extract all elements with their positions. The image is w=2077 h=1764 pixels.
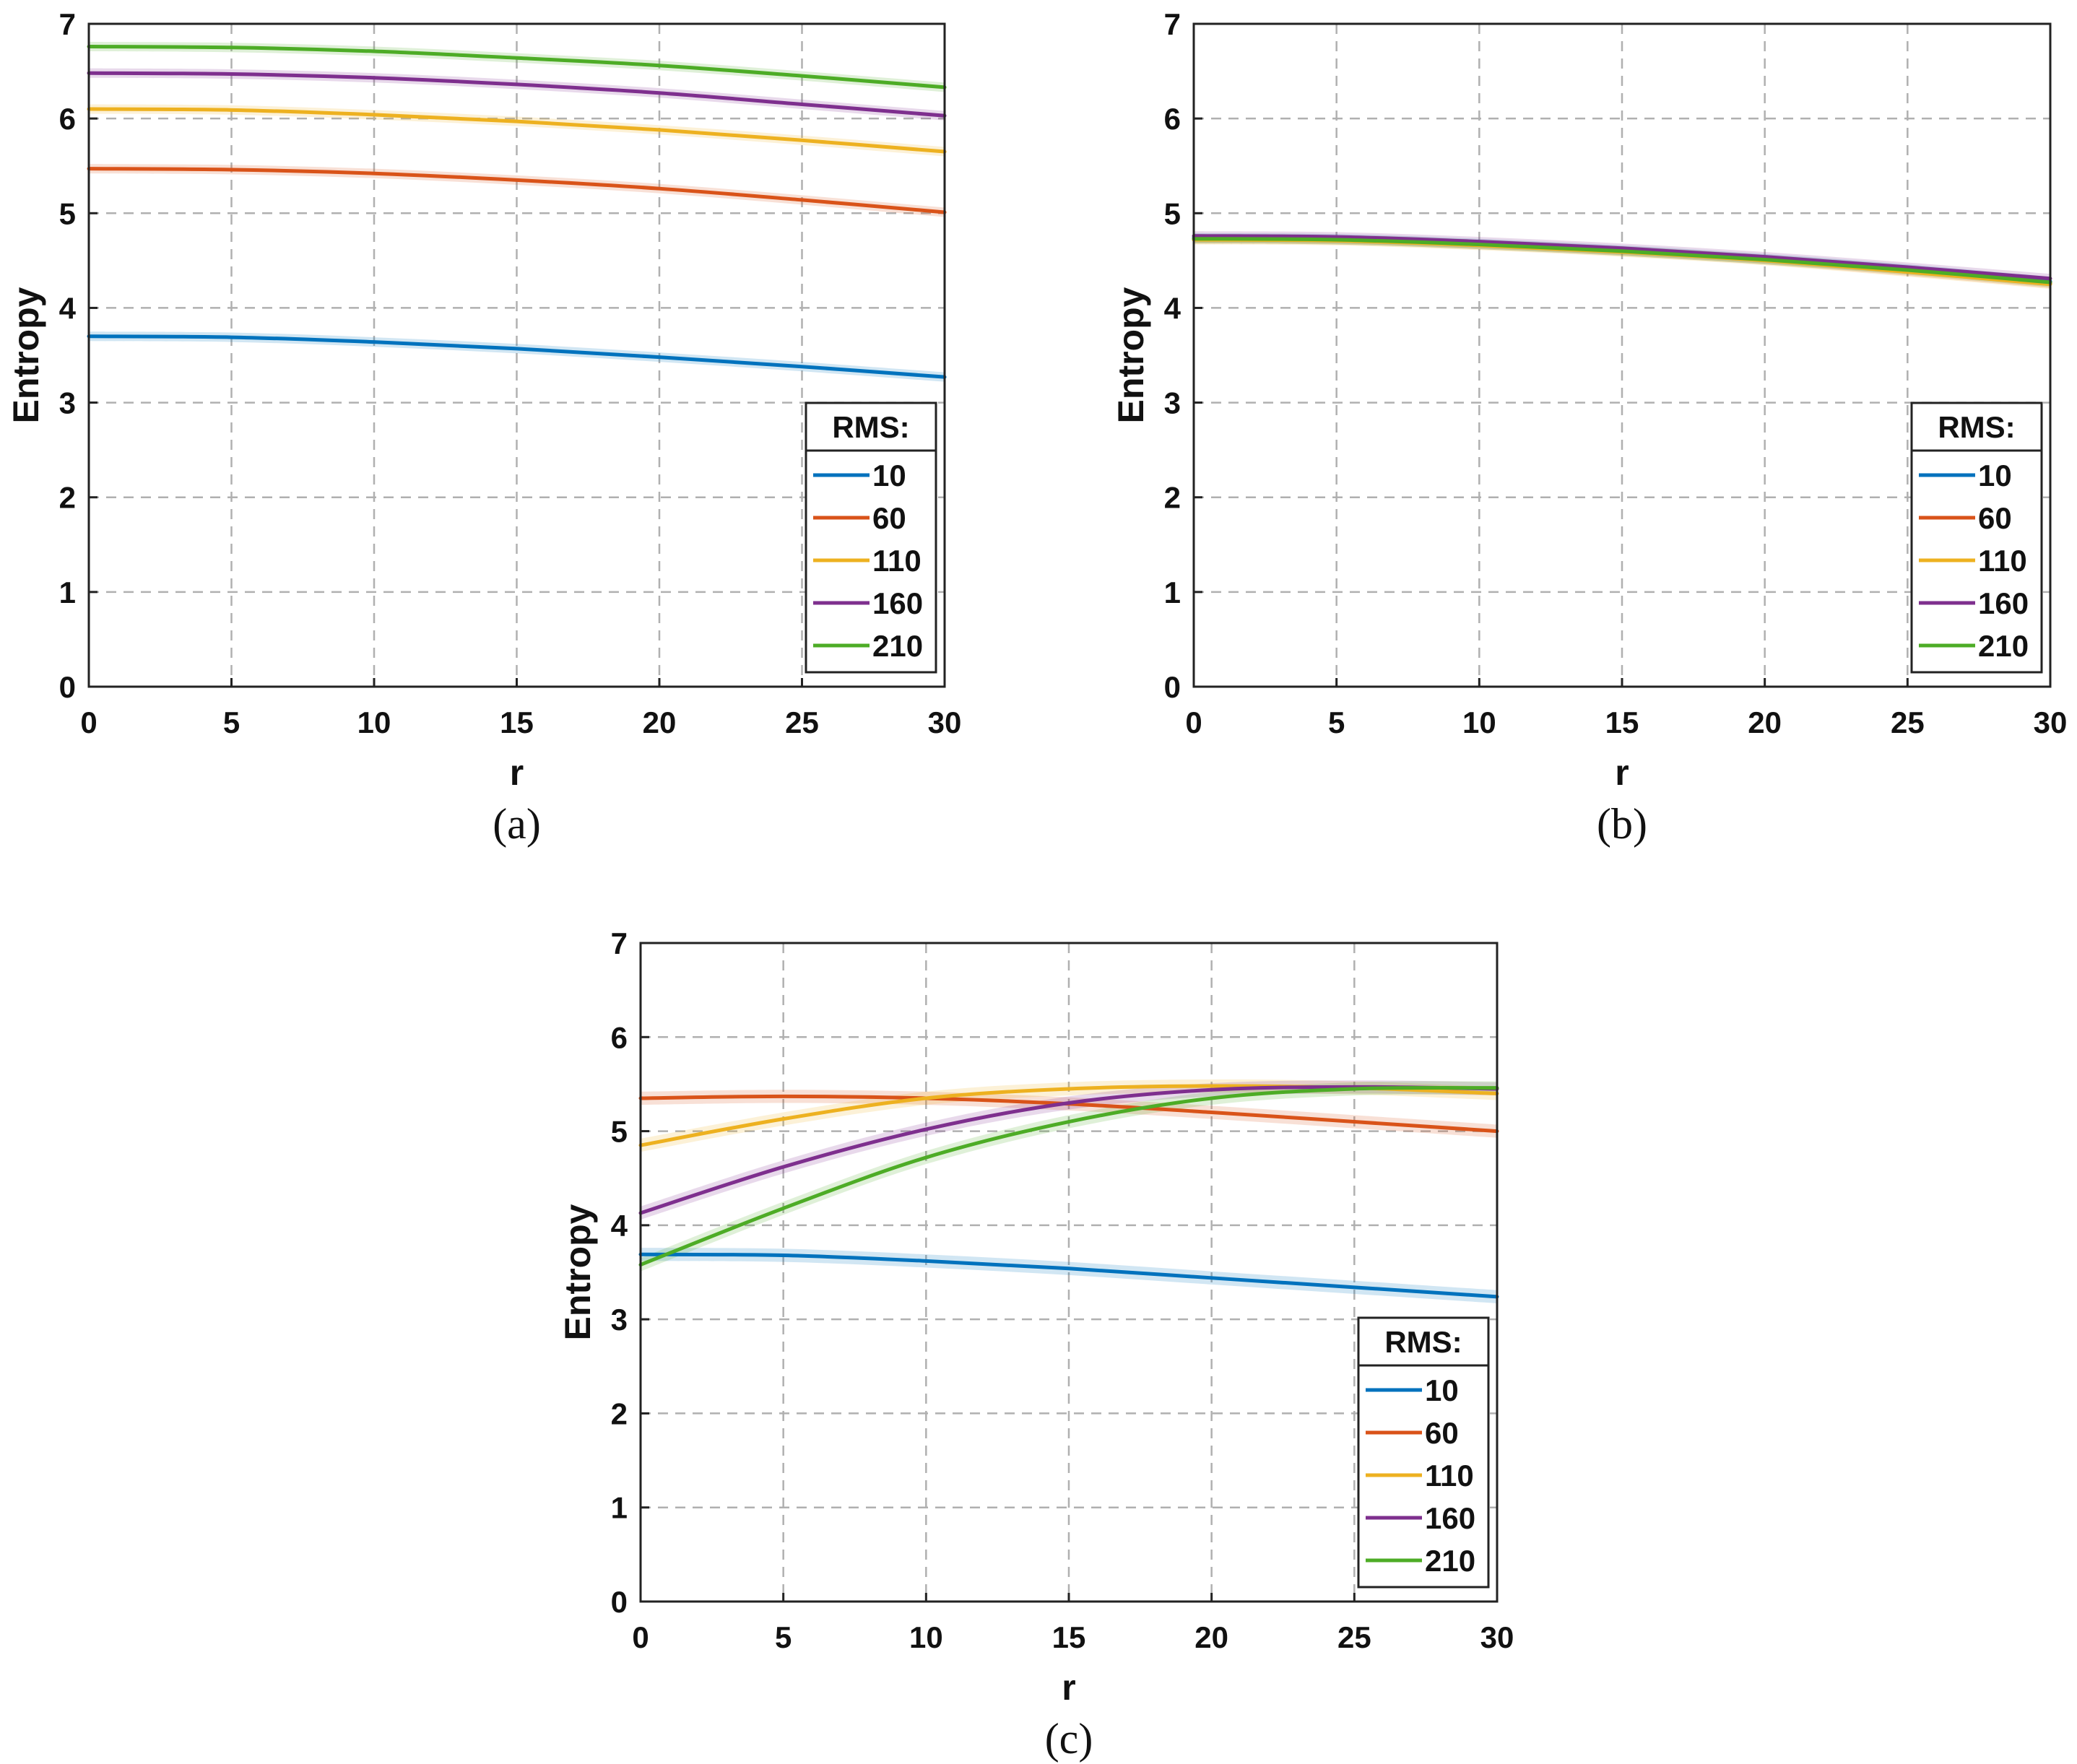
- panel-b-ytick-label: 5: [1164, 196, 1181, 230]
- panel-c-legend-box: [1357, 1316, 1490, 1589]
- panel-c-xtick-label: 25: [1337, 1620, 1371, 1654]
- panel-c-ytick-label: 0: [611, 1585, 628, 1619]
- panel-a-legend: RMS: 10 60 110 160 210: [805, 401, 937, 674]
- panel-b-xtick-label: 5: [1328, 705, 1345, 739]
- panel-a-series-210: [87, 44, 947, 90]
- panel-b-legend-label-160: 160: [1978, 586, 2029, 620]
- panel-a-legend-label-60: 60: [872, 501, 906, 535]
- panel-b-xtick-label: 15: [1605, 705, 1639, 739]
- panel-a-series-160: [87, 71, 947, 118]
- panel-c-xtick-label: 0: [632, 1620, 649, 1654]
- panel-c-series-160: [638, 1085, 1499, 1215]
- panel-c-ytick-label: 6: [611, 1020, 628, 1054]
- panel-c-series-10: [638, 1252, 1499, 1299]
- panel-c-ytick-label: 3: [611, 1303, 628, 1337]
- panel-c-legend-label-60: 60: [1425, 1416, 1459, 1450]
- panel-b-legend-title: RMS:: [1938, 410, 2015, 444]
- panel-c-legend: RMS: 10 60 110 160 210: [1357, 1316, 1490, 1589]
- panel-b-xtick-label: 20: [1748, 705, 1782, 739]
- panel-b-xtick-label: 30: [2034, 705, 2068, 739]
- panel-a-xtick-label: 30: [928, 705, 962, 739]
- panel-c-xtick-label: 15: [1052, 1620, 1086, 1654]
- panel-c-caption: (c): [1045, 1715, 1093, 1763]
- panel-b-legend-label-110: 110: [1978, 544, 2027, 578]
- panel-b-ytick-label: 4: [1164, 291, 1181, 325]
- panel-a-xtick-label: 10: [357, 705, 391, 739]
- panel-c-legend-label-110: 110: [1425, 1459, 1474, 1493]
- panel-c-band-160: [641, 1080, 1497, 1220]
- panel-c-xtick-label: 20: [1194, 1620, 1228, 1654]
- panel-c-ytick-label: 1: [611, 1491, 628, 1525]
- panel-a-ytick-label: 3: [59, 386, 76, 420]
- panel-a-xtick-label: 15: [500, 705, 534, 739]
- panel-c-band-210: [641, 1081, 1497, 1272]
- panel-a-ytick-label: 5: [59, 196, 76, 230]
- panel-a-legend-label-210: 210: [872, 629, 923, 663]
- panel-b-ylabel: Entropy: [1111, 287, 1151, 423]
- panel-c-xtick-label: 30: [1480, 1620, 1514, 1654]
- panel-b-xtick-label: 25: [1891, 705, 1925, 739]
- panel-c-ylabel: Entropy: [558, 1204, 598, 1340]
- panel-b-legend-label-10: 10: [1978, 459, 2012, 492]
- panel-c-legend-title: RMS:: [1384, 1325, 1462, 1359]
- panel-b-chart: 0 5 10 15 20 25 30 0 1 2 3 4 5 6 7 r Entropy (b) RMS: 10 60 1…: [1111, 7, 2067, 848]
- panel-a-legend-label-110: 110: [872, 544, 922, 578]
- panel-b-ytick-label: 2: [1164, 481, 1181, 515]
- panel-c-ytick-label: 4: [611, 1209, 628, 1243]
- panel-a-series-110: [87, 107, 947, 154]
- panel-a-ytick-label: 2: [59, 481, 76, 515]
- panel-b-ytick-label: 1: [1164, 575, 1181, 609]
- panel-a-ytick-label: 1: [59, 575, 76, 609]
- panel-c-chart: 0 5 10 15 20 25 30 0 1 2 3 4 5 6 7 r Entropy (c) RMS: 10 60 1…: [558, 926, 1514, 1763]
- panel-b-ytick-label: 7: [1164, 7, 1181, 41]
- panel-c-xtick-label: 5: [775, 1620, 792, 1654]
- panel-a-caption: (a): [493, 800, 541, 848]
- panel-c-series-210: [638, 1085, 1499, 1267]
- panel-c-xlabel: r: [1062, 1667, 1075, 1708]
- panel-b-ytick-label: 0: [1164, 670, 1181, 704]
- panel-c-legend-label-210: 210: [1425, 1544, 1475, 1578]
- panel-b-caption: (b): [1597, 800, 1647, 848]
- panel-a-series-10: [87, 334, 947, 379]
- panel-b-series-210: [1192, 237, 2052, 284]
- panel-b-xtick-label: 0: [1185, 705, 1202, 739]
- panel-c-ytick-label: 2: [611, 1396, 628, 1430]
- panel-c-legend-label-10: 10: [1425, 1373, 1459, 1407]
- panel-a-legend-label-10: 10: [872, 459, 906, 492]
- panel-a-chart: 0 5 10 15 20 25 30 0 1 2 3 4 5 6 7 r Entropy (a) RMS: 10 60 1…: [6, 7, 961, 848]
- panel-b-xtick-label: 10: [1462, 705, 1496, 739]
- panel-b-legend-label-210: 210: [1978, 629, 2029, 663]
- panel-b-ytick-label: 3: [1164, 386, 1181, 420]
- panel-a-ylabel: Entropy: [6, 287, 46, 423]
- panel-a-xtick-label: 0: [80, 705, 97, 739]
- panel-b-series-160: [1192, 234, 2052, 281]
- panel-a-ytick-label: 6: [59, 102, 76, 136]
- panel-c-band-60: [641, 1090, 1497, 1138]
- panel-a-ytick-label: 0: [59, 670, 76, 704]
- panel-a-xtick-label: 5: [223, 705, 240, 739]
- panel-a-legend-title: RMS:: [832, 410, 909, 444]
- panel-c-band-10: [641, 1248, 1497, 1303]
- panel-c-legend-label-160: 160: [1425, 1501, 1475, 1535]
- panel-a-legend-box: [805, 401, 937, 674]
- panel-b-xlabel: r: [1615, 752, 1629, 793]
- panel-c-ytick-label: 5: [611, 1115, 628, 1149]
- panel-a-xtick-label: 20: [643, 705, 677, 739]
- panel-a-legend-label-160: 160: [872, 586, 923, 620]
- panel-a-ytick-label: 4: [59, 291, 77, 325]
- panel-a-xtick-label: 25: [785, 705, 819, 739]
- panel-c-ytick-label: 7: [611, 926, 628, 960]
- panel-b-legend: RMS: 10 60 110 160 210: [1910, 401, 2043, 674]
- panel-c-xtick-label: 10: [909, 1620, 943, 1654]
- panel-b-legend-box: [1910, 401, 2043, 674]
- panel-b-legend-label-60: 60: [1978, 501, 2012, 535]
- panel-a-series-60: [87, 167, 947, 214]
- panel-a-ytick-label: 7: [59, 7, 76, 41]
- panel-a-xlabel: r: [510, 752, 524, 793]
- panel-b-ytick-label: 6: [1164, 102, 1181, 136]
